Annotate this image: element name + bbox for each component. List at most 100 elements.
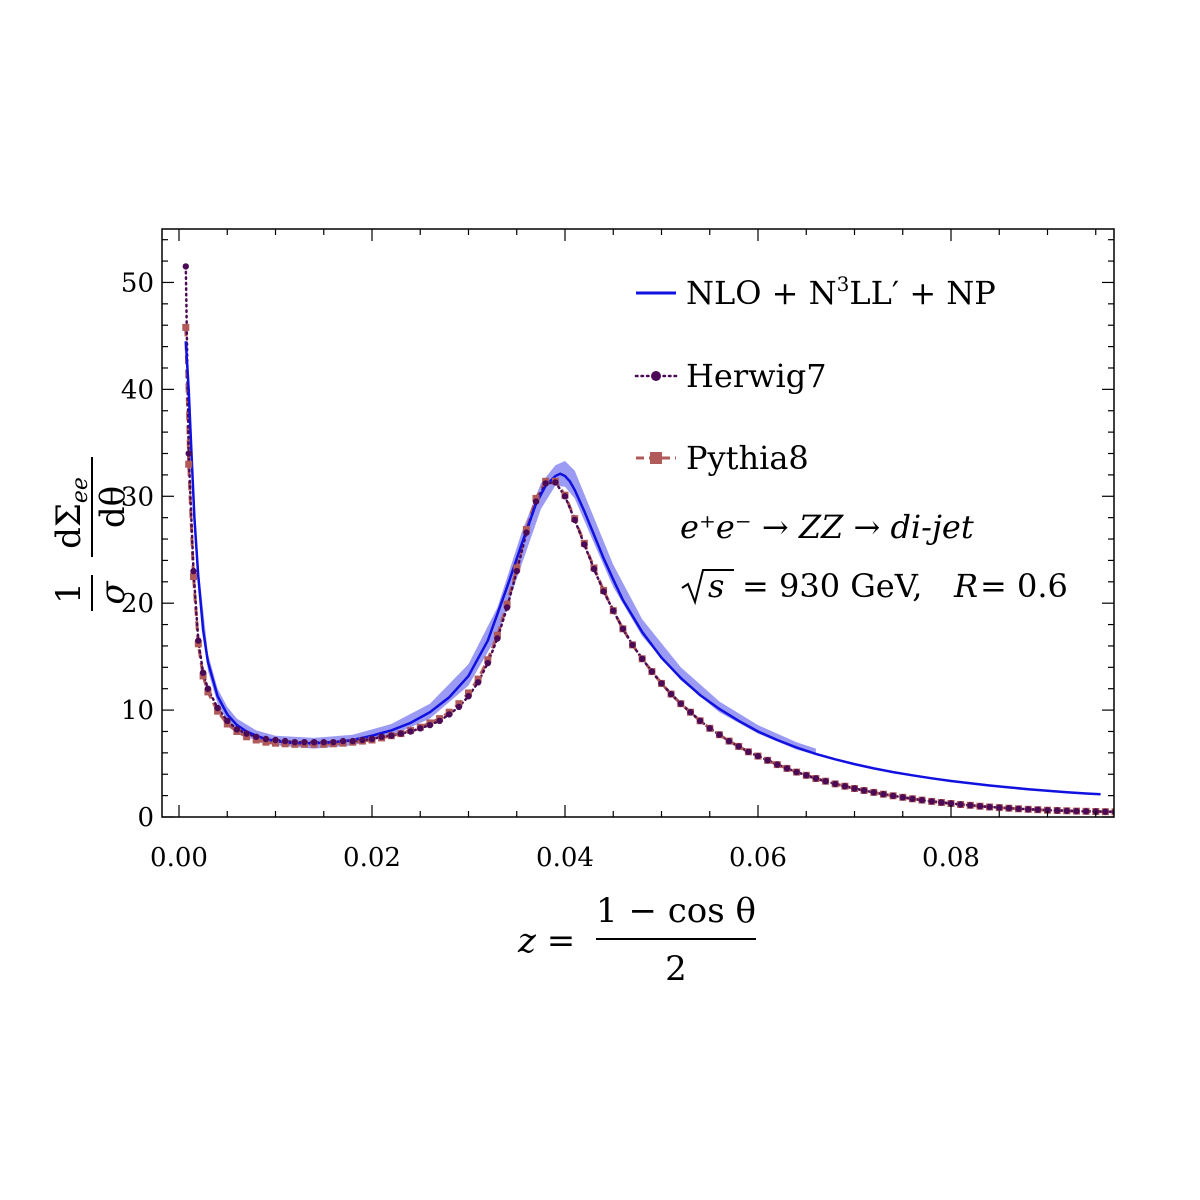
- plot-frame: [161, 228, 1115, 818]
- pythia8-point: [455, 700, 463, 708]
- herwig7-point: [822, 778, 829, 785]
- herwig7-point: [272, 736, 279, 744]
- herwig7-point: [417, 725, 424, 732]
- series-layer: [184, 265, 1114, 814]
- herwig7-point: [841, 783, 849, 790]
- herwig7-point: [880, 791, 887, 798]
- herwig7-point: [1005, 805, 1013, 812]
- herwig7-point: [1063, 807, 1071, 814]
- herwig7-point: [378, 733, 385, 740]
- annotation-sqrt-s: s: [708, 567, 724, 605]
- herwig7-point: [1015, 805, 1022, 812]
- x-title-denominator: 2: [665, 949, 687, 989]
- y-title-den-right: dθ: [93, 486, 133, 528]
- uncertainty-band-layer: [198, 461, 816, 755]
- herwig7-point: [330, 739, 337, 746]
- herwig7-point: [542, 480, 549, 487]
- pythia8-point: [465, 689, 472, 697]
- herwig7-point: [832, 780, 839, 788]
- legend-pythia-label: Pythia8: [686, 439, 809, 477]
- herwig7-point: [455, 703, 463, 711]
- herwig7-point: [1025, 806, 1032, 813]
- pythia8-point: [252, 736, 260, 744]
- herwig7-point: [629, 641, 636, 649]
- pythia8-point: [194, 640, 202, 648]
- herwig7-point: [1082, 808, 1090, 815]
- herwig7-point: [513, 567, 520, 575]
- pythia8-point: [199, 672, 207, 680]
- x-title-numerator: 1 − cos θ: [596, 891, 756, 931]
- legend-herwig-label: Herwig7: [686, 357, 827, 395]
- herwig7-point: [745, 748, 752, 755]
- herwig7-point: [735, 743, 742, 750]
- y-tick-label: 30: [121, 482, 154, 512]
- herwig7-point: [552, 479, 559, 486]
- herwig7-point: [610, 607, 617, 614]
- y-tick-label: 0: [137, 803, 154, 833]
- herwig7-point: [938, 799, 945, 806]
- herwig7-point: [243, 730, 250, 737]
- pythia8-point: [474, 675, 482, 683]
- herwig7-point: [581, 541, 588, 548]
- herwig7-point: [812, 775, 820, 782]
- herwig7-point: [320, 739, 327, 746]
- pythia8-point: [493, 631, 501, 639]
- herwig7-point: [899, 794, 906, 801]
- herwig7-point: [561, 493, 569, 500]
- herwig7-point: [687, 709, 694, 716]
- legend: NLO + N3LL′ + NP Herwig7 Pythia8: [634, 272, 996, 477]
- annotation-r-value: = 0.6: [980, 567, 1068, 605]
- y-title-num-right: dΣee: [49, 477, 93, 549]
- herwig7-point: [860, 787, 868, 794]
- herwig7-point: [764, 757, 771, 764]
- herwig7-point: [368, 735, 376, 743]
- y-tick-label: 40: [121, 375, 154, 405]
- pythia8-point: [262, 738, 270, 746]
- pythia8-point: [484, 656, 492, 664]
- herwig7-point: [182, 263, 189, 270]
- herwig7-point: [803, 772, 810, 779]
- herwig7-point: [947, 800, 955, 807]
- herwig7-point: [1073, 807, 1080, 815]
- pythia8-point: [272, 739, 279, 747]
- herwig7-point: [214, 704, 221, 712]
- herwig7-point: [253, 733, 260, 740]
- x-tick-label: 0.02: [343, 843, 401, 873]
- herwig7-point: [494, 635, 501, 642]
- herwig7-point: [658, 680, 665, 687]
- herwig7-point: [783, 765, 791, 772]
- y-tick-label: 10: [121, 696, 154, 726]
- herwig7-point: [571, 516, 578, 523]
- pythia8-point: [223, 720, 231, 728]
- herwig7-point: [928, 798, 935, 805]
- x-tick-label: 0.04: [536, 843, 594, 873]
- herwig7-point: [1054, 807, 1061, 814]
- annotation-energy: = 930 GeV,: [742, 567, 922, 605]
- herwig7-point: [716, 731, 723, 738]
- legend-herwig-marker: [651, 371, 661, 381]
- herwig7-point: [1044, 807, 1051, 814]
- herwig7-point: [725, 737, 733, 745]
- herwig7-point: [532, 498, 540, 505]
- herwig7-point: [889, 792, 897, 799]
- legend-nlo-label: NLO + N3LL′ + NP: [686, 272, 996, 312]
- tick-layer: [162, 229, 1114, 818]
- herwig7-point: [870, 789, 877, 796]
- herwig7-point: [397, 730, 405, 737]
- pythia8-point: [185, 460, 193, 468]
- herwig7-point: [446, 711, 453, 718]
- herwig7-point: [774, 761, 781, 768]
- herwig7-point: [484, 659, 491, 667]
- herwig7-point: [909, 795, 916, 802]
- x-tick-label: 0.06: [729, 843, 787, 873]
- x-tick-label: 0.08: [922, 843, 980, 873]
- y-tick-label: 20: [121, 589, 154, 619]
- pythia8-point: [503, 600, 511, 608]
- herwig7-point: [195, 637, 202, 644]
- annotation-r-symbol: R: [953, 567, 978, 605]
- x-tick-label: 0.00: [150, 843, 208, 873]
- herwig7-point: [619, 625, 627, 632]
- herwig7-point: [349, 737, 356, 745]
- herwig7-point: [436, 717, 443, 724]
